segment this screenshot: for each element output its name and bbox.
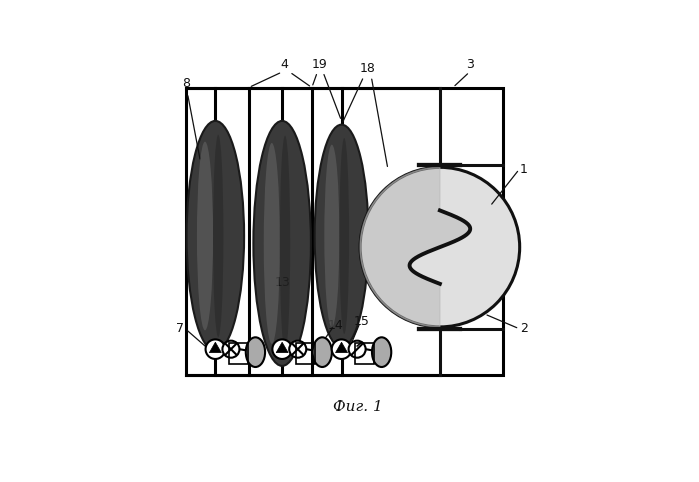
- Ellipse shape: [324, 145, 340, 327]
- Ellipse shape: [372, 337, 391, 367]
- Text: 18: 18: [359, 62, 375, 75]
- Text: Фиг. 1: Фиг. 1: [333, 400, 383, 414]
- Ellipse shape: [315, 125, 368, 348]
- Bar: [355, 344, 374, 364]
- Ellipse shape: [254, 121, 311, 366]
- Circle shape: [206, 339, 225, 359]
- Text: 19: 19: [311, 58, 327, 71]
- Ellipse shape: [340, 138, 349, 334]
- Ellipse shape: [197, 142, 213, 330]
- Ellipse shape: [264, 143, 280, 344]
- Bar: [296, 344, 315, 364]
- Text: 8: 8: [182, 77, 200, 159]
- Bar: [229, 344, 248, 364]
- Circle shape: [332, 339, 352, 359]
- Circle shape: [222, 341, 240, 358]
- Text: 7: 7: [176, 322, 184, 335]
- Text: 15: 15: [354, 315, 370, 328]
- Circle shape: [360, 167, 519, 327]
- Ellipse shape: [312, 337, 332, 367]
- Polygon shape: [210, 342, 222, 353]
- Ellipse shape: [213, 135, 224, 337]
- Ellipse shape: [280, 135, 290, 351]
- Polygon shape: [276, 342, 288, 353]
- Ellipse shape: [187, 121, 244, 351]
- Circle shape: [273, 339, 292, 359]
- Text: 1: 1: [519, 163, 528, 175]
- Polygon shape: [336, 342, 347, 353]
- Text: 2: 2: [519, 322, 528, 335]
- Text: 13: 13: [274, 276, 290, 289]
- Text: 14: 14: [328, 319, 344, 332]
- Text: 3: 3: [466, 58, 473, 71]
- Text: 4: 4: [280, 58, 288, 71]
- Circle shape: [289, 341, 306, 358]
- Circle shape: [349, 341, 366, 358]
- Polygon shape: [360, 167, 470, 327]
- Ellipse shape: [246, 337, 265, 367]
- Bar: [186, 88, 503, 375]
